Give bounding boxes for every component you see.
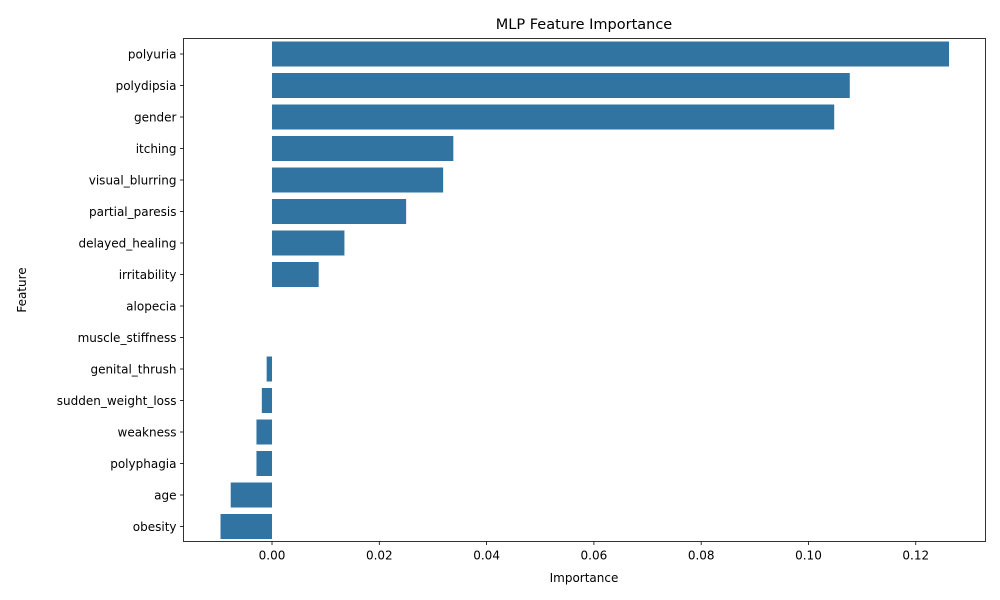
bar-gender xyxy=(272,104,835,130)
y-tick-label: polyphagia xyxy=(110,457,176,471)
y-axis-label: Feature xyxy=(15,267,29,312)
x-tick-label: 0.02 xyxy=(366,549,393,563)
y-tick-label: itching xyxy=(136,142,177,156)
x-axis-ticks: 0.00 0.02 0.04 0.06 0.08 0.10 0.12 xyxy=(259,541,929,563)
y-tick-label: visual_blurring xyxy=(89,174,177,188)
bar-obesity xyxy=(220,514,273,539)
x-tick-label: 0.08 xyxy=(688,549,715,563)
y-tick-label: polyuria xyxy=(128,48,177,62)
bar-irritability xyxy=(272,262,319,287)
y-tick-label: weakness xyxy=(118,426,177,440)
y-tick-label: obesity xyxy=(133,520,177,534)
chart-title: MLP Feature Importance xyxy=(496,17,673,33)
bar-sudden-weight-loss xyxy=(261,388,273,413)
bar-genital-thrush xyxy=(266,356,273,382)
x-tick-label: 0.06 xyxy=(581,549,608,563)
bar-visual-blurring xyxy=(272,167,444,193)
y-tick-label: alopecia xyxy=(126,300,176,314)
y-tick-label: partial_paresis xyxy=(89,205,177,219)
bar-itching xyxy=(272,136,454,161)
x-axis-label: Importance xyxy=(550,571,619,585)
bars xyxy=(220,41,950,539)
x-tick-label: 0.12 xyxy=(902,549,929,563)
bar-weakness xyxy=(256,419,273,445)
y-axis-ticks: polyuria polydipsia gender itching visual_bl… xyxy=(57,48,184,534)
bar-delayed-healing xyxy=(272,230,345,256)
x-tick-label: 0.00 xyxy=(259,549,286,563)
plot-frame xyxy=(183,38,986,542)
bar-age xyxy=(230,482,273,508)
y-tick-label: gender xyxy=(134,111,177,125)
y-tick-label: genital_thrush xyxy=(90,363,176,377)
y-tick-label: age xyxy=(154,489,176,503)
y-tick-label: muscle_stiffness xyxy=(78,331,177,345)
x-tick-label: 0.10 xyxy=(795,549,822,563)
bar-polydipsia xyxy=(272,73,850,98)
bar-partial-paresis xyxy=(272,199,407,224)
bar-polyphagia xyxy=(256,451,273,476)
y-tick-label: irritability xyxy=(119,268,177,282)
x-tick-label: 0.04 xyxy=(473,549,500,563)
y-tick-label: polydipsia xyxy=(116,79,177,93)
bar-polyuria xyxy=(272,41,950,67)
y-tick-label: sudden_weight_loss xyxy=(57,394,177,408)
y-tick-label: delayed_healing xyxy=(78,237,176,251)
